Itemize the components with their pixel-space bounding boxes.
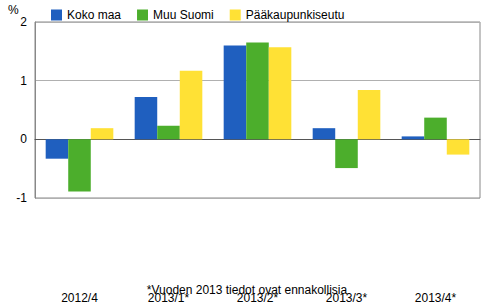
svg-text:Pääkaupunkiseutu: Pääkaupunkiseutu bbox=[246, 8, 345, 22]
svg-text:*Vuoden 2013 tiedot ovat ennak: *Vuoden 2013 tiedot ovat ennakollisia bbox=[146, 283, 348, 297]
svg-text:2012/4: 2012/4 bbox=[61, 291, 98, 304]
svg-text:Muu Suomi: Muu Suomi bbox=[153, 8, 214, 22]
svg-text:Koko maa: Koko maa bbox=[67, 8, 121, 22]
svg-text:2013/3*: 2013/3* bbox=[326, 291, 368, 304]
svg-text:2013/4*: 2013/4* bbox=[415, 291, 457, 304]
svg-text:%: % bbox=[8, 3, 19, 17]
svg-text:2: 2 bbox=[20, 15, 27, 29]
svg-text:2013/1*: 2013/1* bbox=[148, 291, 190, 304]
svg-text:1: 1 bbox=[20, 74, 27, 88]
svg-text:-1: -1 bbox=[16, 191, 27, 205]
svg-text:0: 0 bbox=[20, 132, 27, 146]
svg-text:2013/2*: 2013/2* bbox=[237, 291, 279, 304]
